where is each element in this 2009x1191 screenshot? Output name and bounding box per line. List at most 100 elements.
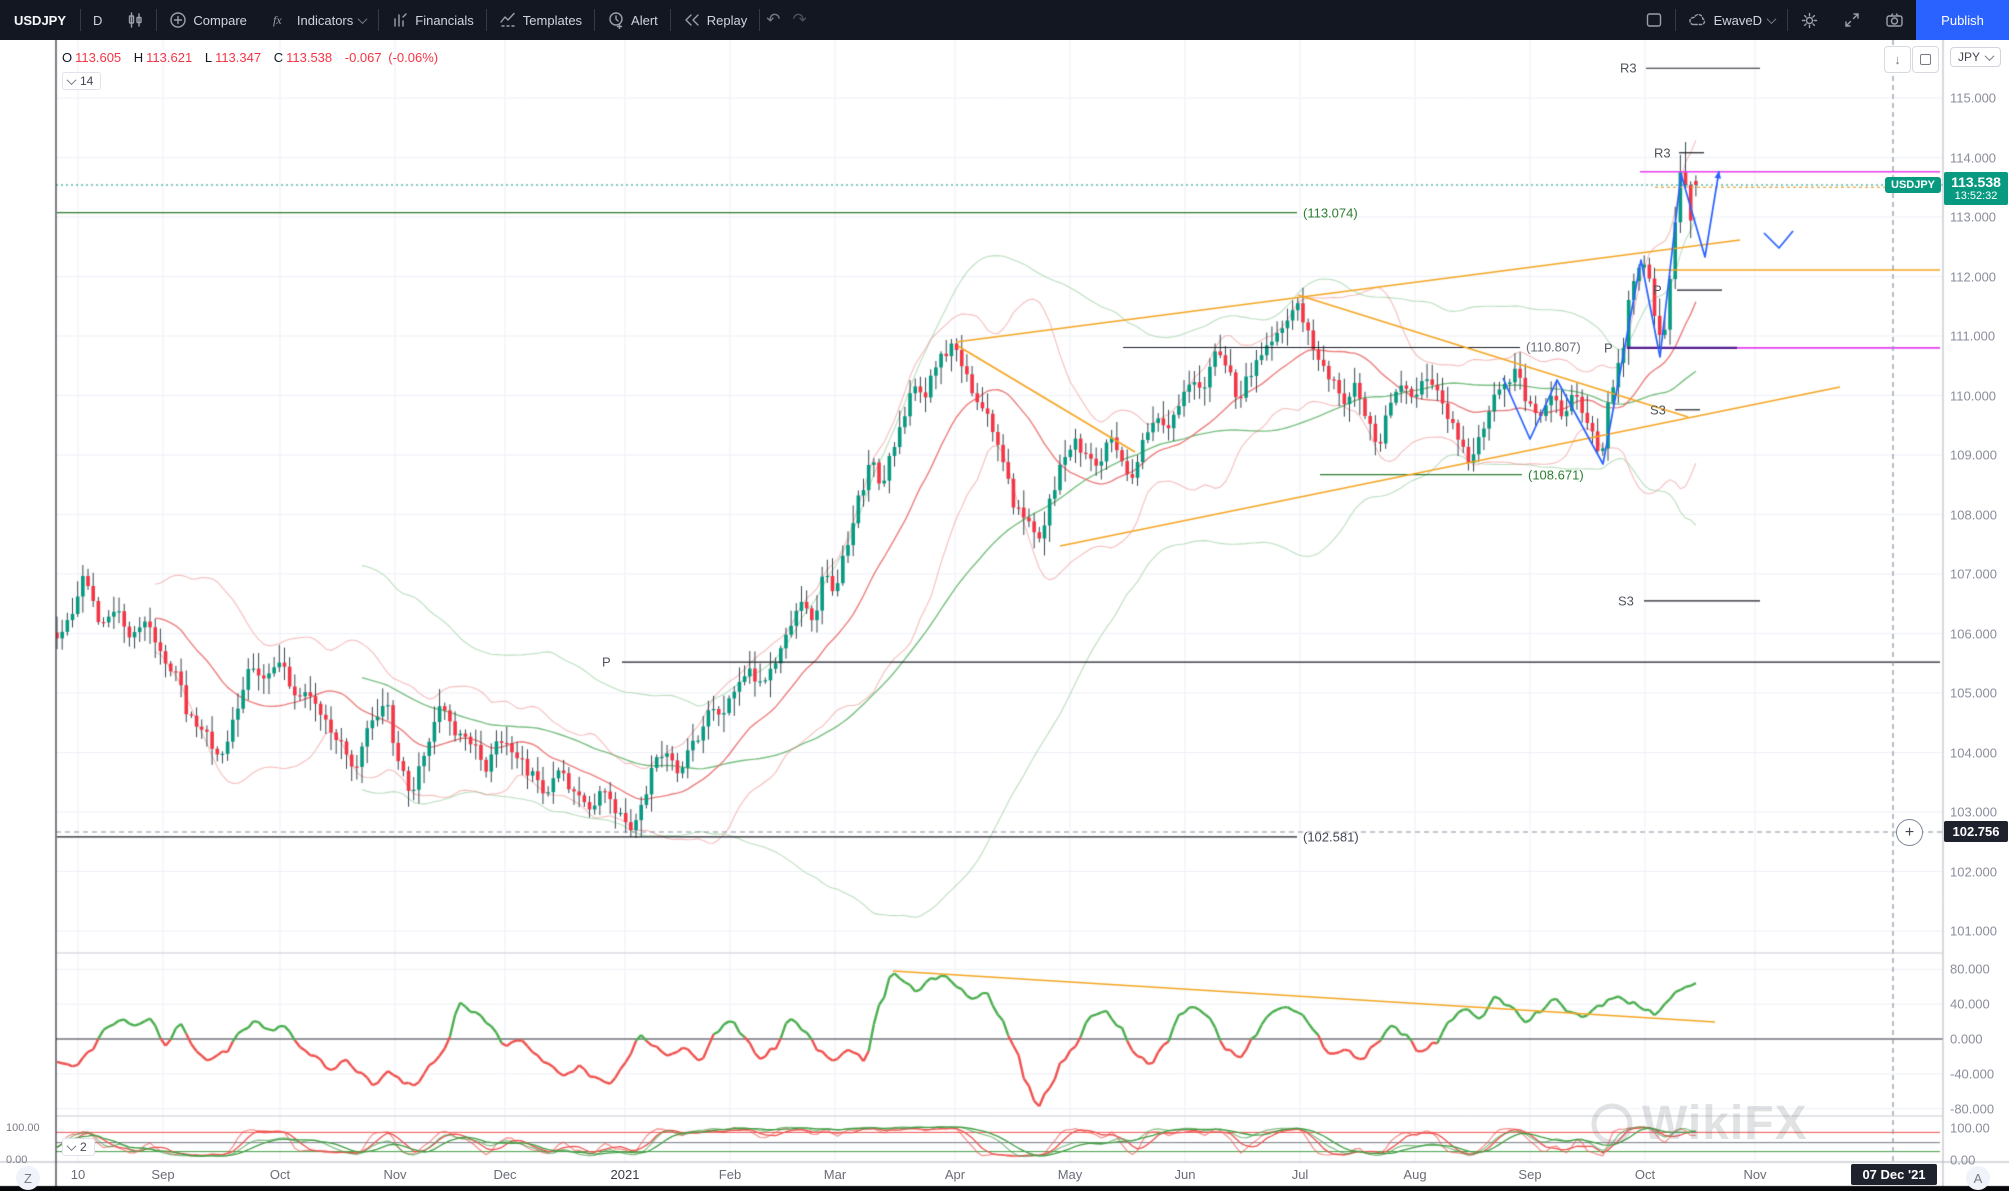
change-pct-value: (-0.06%) (388, 50, 439, 65)
open-label: O (62, 50, 73, 65)
time-tick-label: Oct (269, 1167, 291, 1182)
templates-button[interactable]: Templates (487, 0, 594, 40)
auto-scale-button[interactable]: A (1966, 1166, 1990, 1190)
toolbar-separator (156, 9, 158, 31)
pivot-label-p[interactable]: P (1653, 282, 1662, 298)
indicators-button[interactable]: fx Indicators (259, 0, 378, 40)
fullscreen-button[interactable] (1831, 0, 1873, 40)
auto-scale-label: A (1973, 1170, 1983, 1186)
candlestick-icon (129, 12, 143, 28)
plus-circle-icon (170, 12, 187, 28)
replay-button[interactable]: Replay (671, 0, 759, 40)
interval-label: D (93, 12, 103, 28)
price-tick-label: 105.000 (1950, 685, 1997, 701)
stochastic-tick-label: 100.00 (1950, 1120, 1990, 1136)
scroll-to-realtime-button[interactable]: ↓ (1884, 46, 1911, 73)
price-tick-label: 101.000 (1950, 923, 1997, 939)
toolbar-right-group: EwaveD Publish (1633, 0, 2009, 40)
add-alert-plus-button[interactable]: + (1896, 819, 1923, 846)
oscillator-tick-label: 0.000 (1950, 1031, 1983, 1047)
level-label[interactable]: (110.807) (1526, 339, 1581, 355)
toolbar-separator (80, 9, 82, 31)
bar-countdown: 13:52:32 (1954, 190, 1998, 202)
time-tick-label: Mar (823, 1167, 847, 1182)
settings-button[interactable] (1788, 0, 1831, 40)
close-value: 113.538 (286, 50, 333, 65)
redo-button[interactable]: ↷ (792, 10, 807, 29)
price-tick-label: 110.000 (1950, 388, 1997, 403)
screenshot-button[interactable] (1873, 0, 1916, 40)
chevron-down-icon (357, 13, 368, 24)
price-tick-label: 108.000 (1950, 507, 1997, 522)
oscillator-tick-label: -80.000 (1950, 1101, 1995, 1117)
main-indicators-collapse[interactable]: 14 (62, 72, 102, 90)
chevron-down-icon (1766, 13, 1777, 24)
alarm-clock-icon (609, 12, 623, 29)
pivot-label-r3[interactable]: R3 (1620, 60, 1637, 76)
pivot-label-p[interactable]: P (602, 654, 611, 670)
stochastic-left-tick-label: 0.00 (6, 1154, 28, 1166)
time-tick-label: Oct (1634, 1167, 1656, 1182)
rewind-icon (685, 14, 699, 26)
time-tick-label: 10 (70, 1167, 86, 1182)
low-value: 113.347 (215, 50, 262, 65)
pill-symbol-label: USDJPY (1891, 179, 1936, 191)
time-tick-label: May (1057, 1167, 1083, 1182)
currency-dropdown[interactable]: JPY (1950, 47, 2002, 67)
replay-label: Replay (706, 12, 748, 28)
oscillator-tick-label: 80.000 (1950, 961, 1990, 977)
last-price-value: 113.538 (1951, 174, 2001, 190)
price-tick-label: 104.000 (1950, 745, 1997, 760)
time-tick-label: Feb (718, 1167, 742, 1182)
collapsed-count: 2 (80, 1140, 87, 1154)
pivot-label-s3[interactable]: S3 (1618, 593, 1634, 609)
pivot-label-r3[interactable]: R3 (1654, 145, 1671, 161)
pivot-label-p[interactable]: P (1604, 340, 1613, 356)
maximize-pane-button[interactable] (1912, 46, 1939, 73)
cloud-layout-button[interactable]: EwaveD (1676, 0, 1787, 40)
alert-label: Alert (631, 12, 658, 28)
publish-button[interactable]: Publish (1916, 0, 2009, 40)
templates-label: Templates (522, 12, 583, 28)
undo-button[interactable]: ↶ (766, 10, 781, 29)
time-tick-label: Jul (1291, 1167, 1309, 1182)
fullscreen-icon (1845, 13, 1859, 27)
level-label[interactable]: (113.074) (1303, 205, 1358, 221)
toolbar-separator (759, 9, 761, 31)
stochastic-tick-label: 0.00 (1950, 1152, 1976, 1168)
collapsed-count: 14 (80, 74, 94, 88)
layout-panel-button[interactable] (1633, 0, 1675, 40)
symbol-button[interactable]: USDJPY (0, 0, 80, 40)
level-label[interactable]: (102.581) (1303, 829, 1359, 845)
alert-button[interactable]: Alert (595, 0, 670, 40)
sparkline-icon (500, 12, 515, 27)
svg-text:fx: fx (273, 13, 282, 27)
fx-icon: fx (273, 13, 282, 27)
time-tick-label: Apr (944, 1167, 966, 1182)
timezone-button[interactable]: Z (16, 1166, 40, 1190)
compare-button[interactable]: Compare (157, 0, 258, 40)
time-tick-label: Sep (151, 1167, 175, 1182)
interval-button[interactable]: D (81, 0, 114, 40)
time-tick-label: Jun (1174, 1167, 1196, 1182)
financials-label: Financials (415, 12, 474, 28)
financials-button[interactable]: Financials (379, 0, 486, 40)
pivot-label-s3[interactable]: S3 (1650, 402, 1666, 418)
ohlc-legend[interactable]: O 113.605 H 113.621 L 113.347 C 113.538 -0.0… (62, 50, 441, 65)
bar-chart-icon (394, 13, 407, 27)
price-tick-label: 112.000 (1950, 269, 1997, 284)
change-value: -0.067 (344, 50, 382, 65)
level-label[interactable]: (108.671) (1528, 467, 1584, 483)
stoch-indicators-collapse[interactable]: 2 (62, 1138, 95, 1156)
chevron-down-icon (1984, 50, 1995, 61)
high-value: 113.621 (146, 50, 193, 65)
panel-icon (1646, 13, 1661, 27)
chart-style-button[interactable] (114, 0, 156, 40)
stochastic-left-tick-label: 100.00 (6, 1122, 40, 1134)
symbol-label: USDJPY (14, 12, 67, 28)
price-tick-label: 114.000 (1950, 150, 1997, 165)
gear-icon (1801, 12, 1818, 28)
cloud-icon (1688, 13, 1705, 26)
